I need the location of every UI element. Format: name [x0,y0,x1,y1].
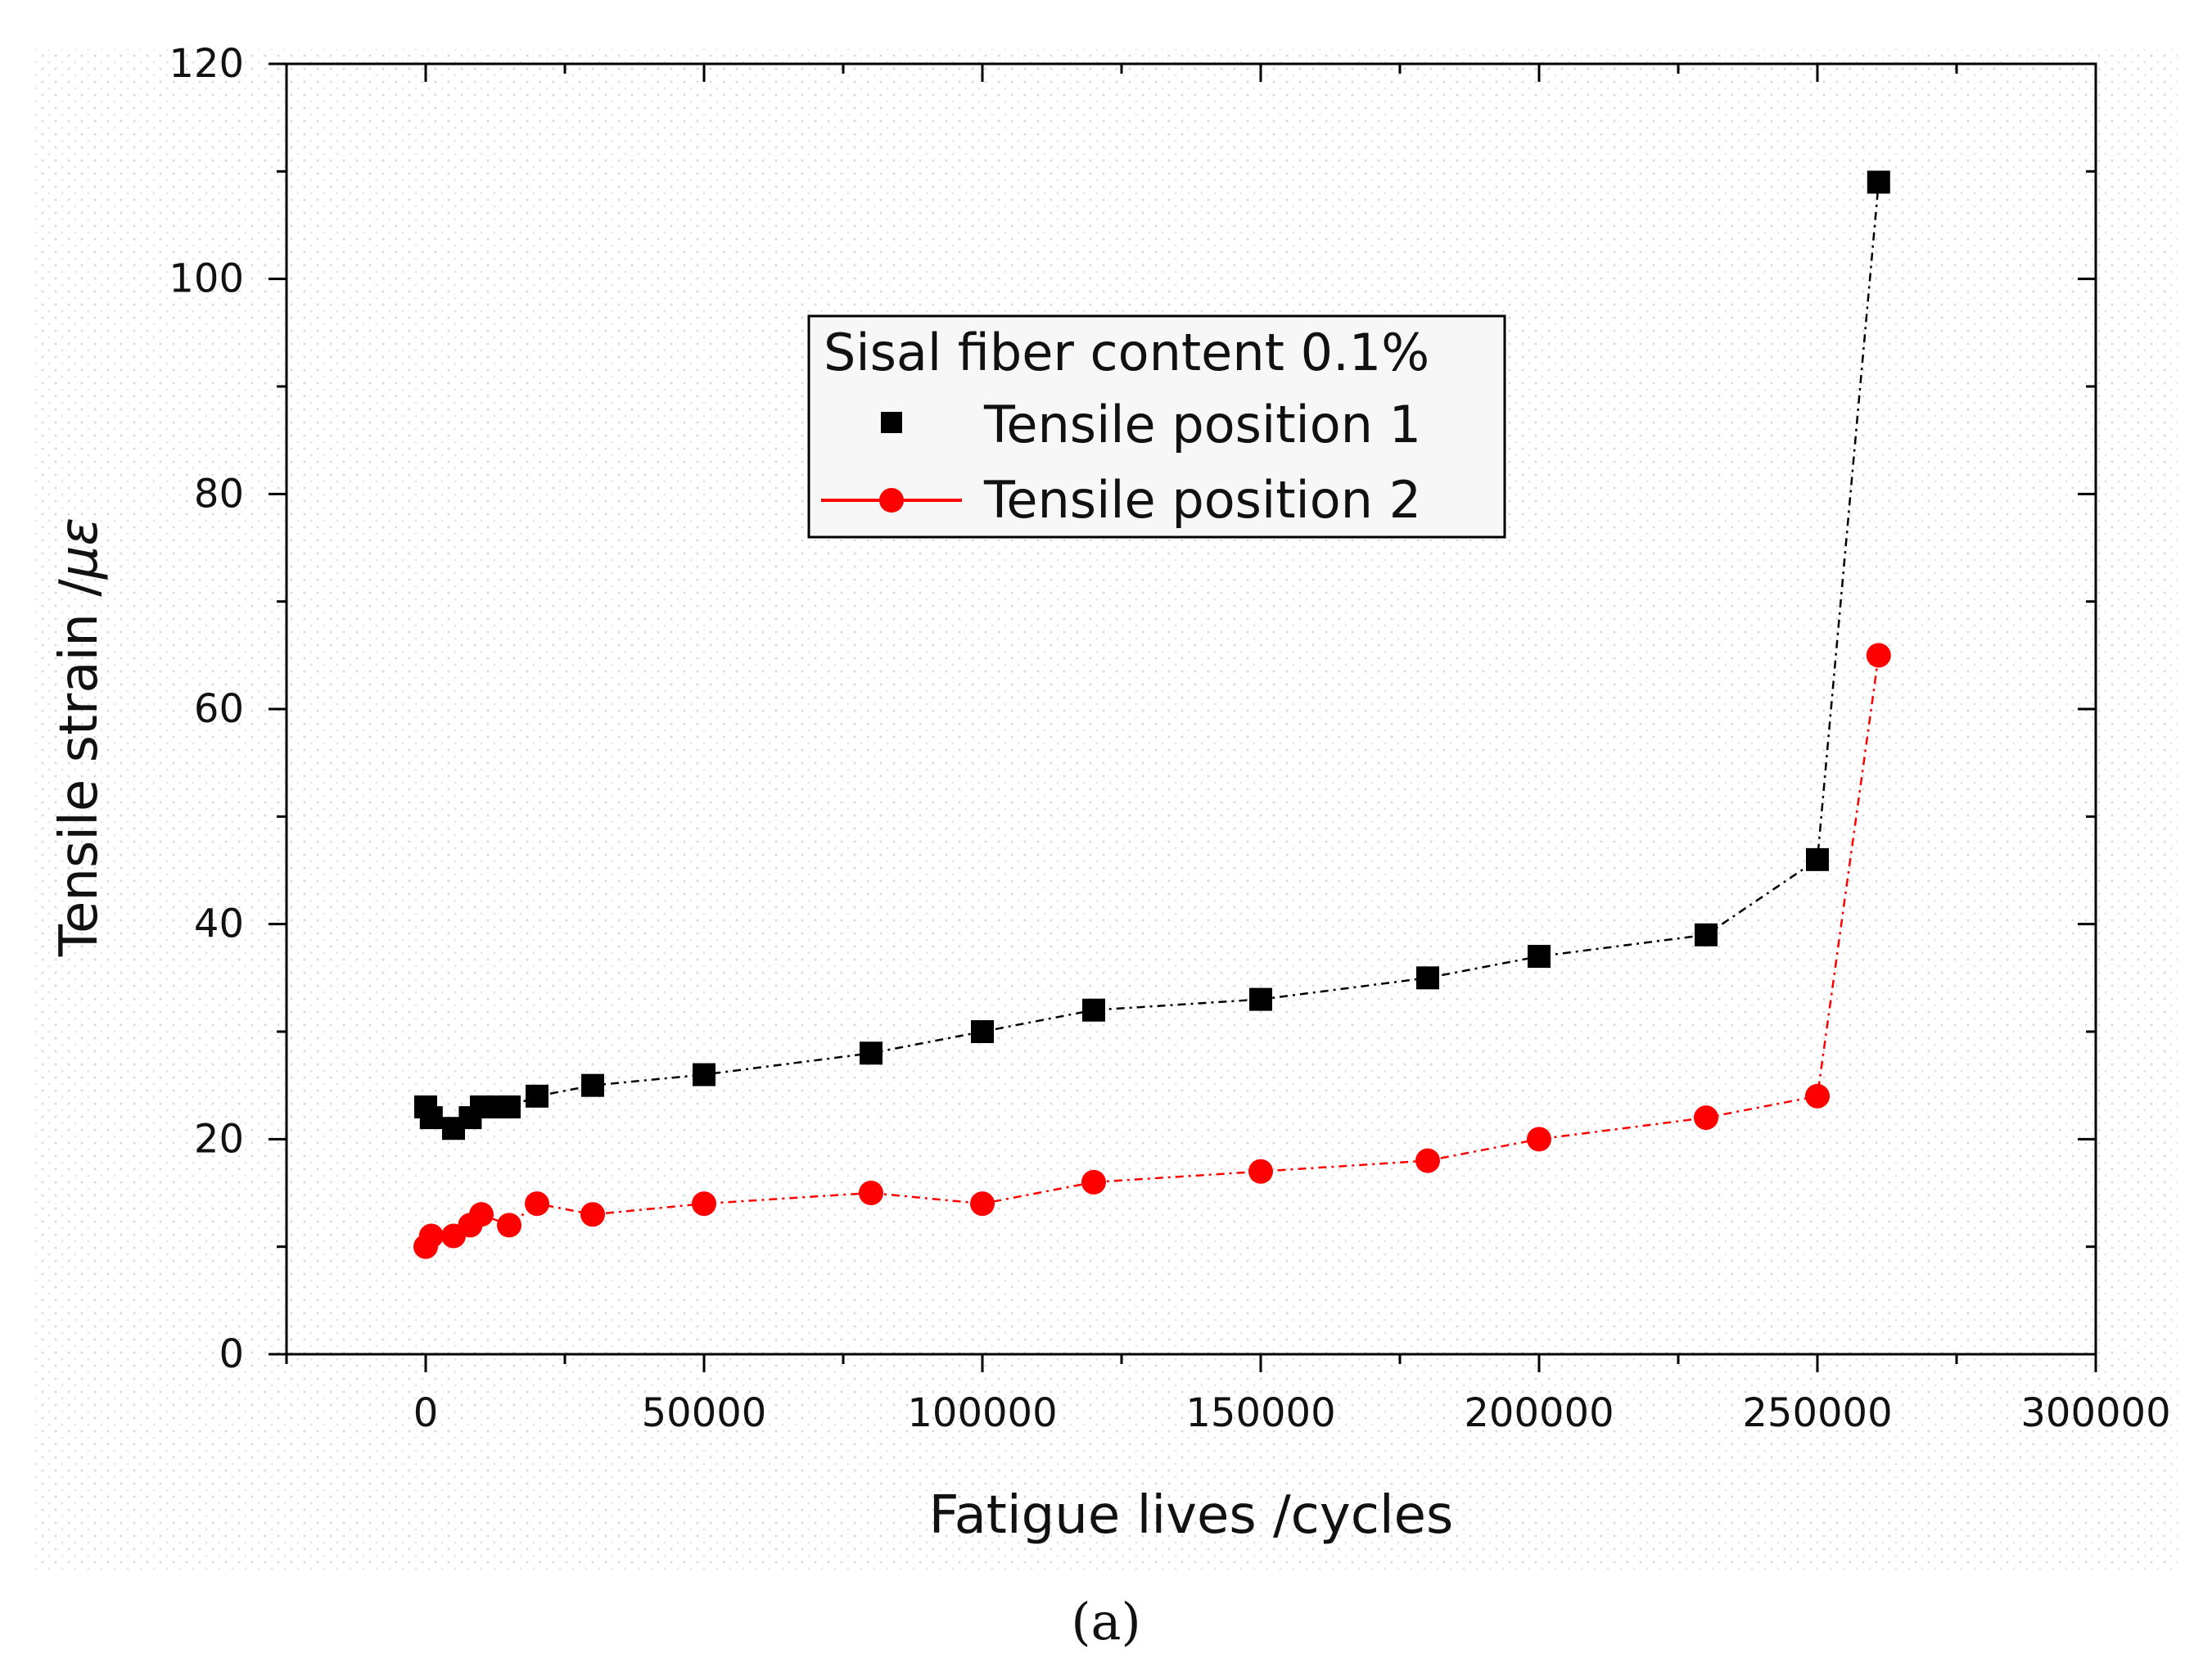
data-point-series-2 [692,1191,716,1217]
data-point-series-2 [1415,1148,1440,1173]
data-point-series-1 [1528,945,1551,969]
y-tick-label: 0 [219,1331,244,1377]
x-tick-label: 300000 [2020,1390,2170,1436]
y-axis-title-group: Tensile strain /με [49,517,110,957]
y-tick-label: 80 [194,471,244,517]
data-point-series-1 [419,1106,443,1130]
x-tick-label: 150000 [1185,1390,1335,1436]
data-point-series-1 [1082,998,1105,1022]
data-point-series-2 [1248,1159,1273,1184]
legend-label-series-2: Tensile position 2 [983,470,1421,530]
legend-marker-series-2 [879,488,904,513]
data-point-series-1 [581,1073,604,1097]
x-tick-label: 0 [413,1390,439,1436]
data-point-series-1 [1249,987,1272,1011]
data-point-series-2 [1866,643,1891,668]
x-tick-label: 200000 [1464,1390,1614,1436]
legend-marker-series-1 [881,412,902,433]
data-point-series-2 [1694,1105,1718,1131]
data-point-series-1 [1416,966,1439,990]
svg-text:Tensile strain /με: Tensile strain /με [49,517,110,957]
y-tick-label: 20 [194,1116,244,1162]
x-tick-label: 100000 [907,1390,1057,1436]
x-tick-label: 250000 [1742,1390,1892,1436]
data-point-series-2 [1081,1169,1106,1195]
legend-label-series-1: Tensile position 1 [983,395,1421,454]
lines-layer [424,182,1880,1248]
y-tick-label: 40 [194,901,244,947]
data-point-series-1 [1867,170,1890,194]
data-point-series-1 [498,1095,521,1118]
data-point-series-2 [1527,1127,1551,1152]
data-point-series-2 [859,1181,883,1205]
y-tick-label: 100 [169,256,244,302]
x-axis-title: Fatigue lives /cycles [929,1485,1454,1546]
y-axis-unit: με [49,517,110,580]
chart-background [33,49,2178,1572]
markers-layer [413,170,1891,1259]
data-point-series-2 [1805,1083,1830,1109]
legend-title: Sisal fiber content 0.1% [824,323,1429,382]
legend: Sisal fiber content 0.1% Tensile positio… [807,314,1506,539]
figure-caption: (a) [1071,1592,1140,1651]
ticks-layer: 0 50000 100000 150000 200000 250000 300000 0 20 4… [169,41,2170,1436]
data-point-series-2 [580,1202,605,1227]
y-tick-label: 120 [169,41,244,87]
data-point-series-2 [469,1202,494,1227]
data-point-series-2 [418,1223,444,1249]
data-point-series-1 [860,1041,883,1065]
y-tick-label: 60 [194,686,244,732]
data-point-series-2 [497,1213,521,1238]
data-point-series-1 [693,1063,716,1086]
series-line-2 [424,655,1880,1248]
y-axis-title: Tensile strain / [49,579,110,957]
x-tick-label: 50000 [642,1390,767,1436]
data-point-series-2 [970,1191,995,1217]
data-point-series-2 [525,1191,549,1217]
data-point-series-1 [1695,923,1718,946]
data-point-series-1 [971,1020,994,1043]
data-point-series-1 [526,1084,548,1108]
data-point-series-1 [1806,847,1829,871]
